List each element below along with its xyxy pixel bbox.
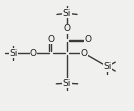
Text: O: O: [64, 24, 70, 33]
Text: O: O: [81, 49, 88, 58]
Text: Si: Si: [9, 49, 18, 58]
Text: O: O: [84, 35, 91, 45]
Text: O: O: [30, 49, 37, 58]
Text: O: O: [47, 35, 54, 44]
Text: Si: Si: [63, 9, 71, 18]
Text: Si: Si: [103, 62, 111, 71]
Text: Si: Si: [63, 79, 71, 88]
